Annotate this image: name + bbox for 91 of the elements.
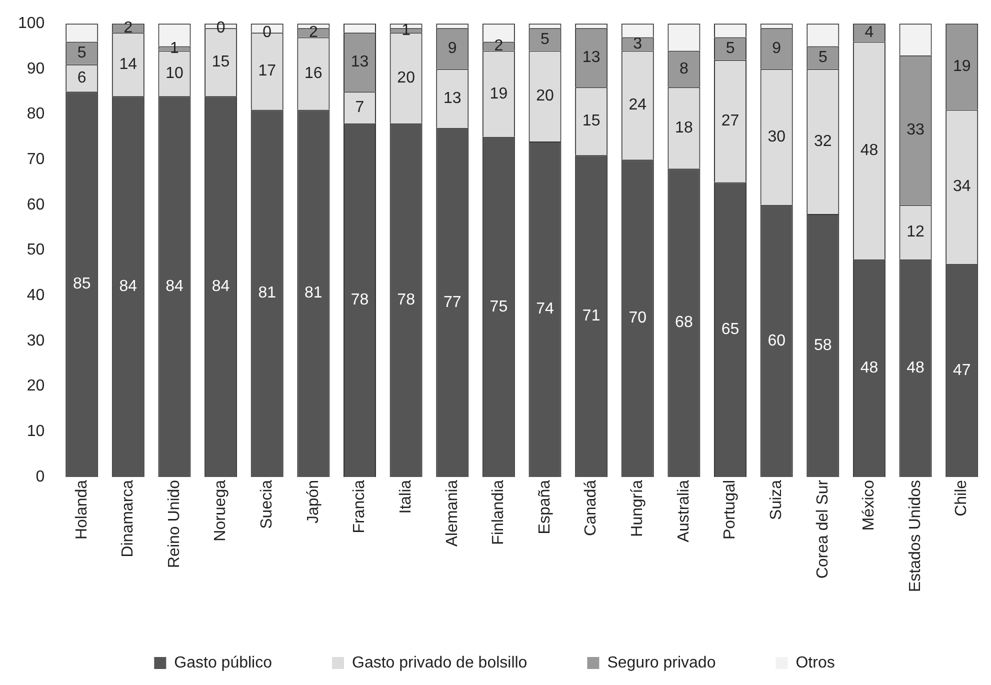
x-tick-label: Italia bbox=[397, 480, 414, 514]
data-label: 84 bbox=[119, 278, 138, 295]
data-label: 24 bbox=[628, 96, 647, 114]
data-label: 33 bbox=[906, 122, 925, 139]
y-tick-label: 60 bbox=[26, 196, 45, 214]
x-tick-label: México bbox=[860, 480, 878, 531]
x-tick-label: Noruega bbox=[212, 480, 230, 542]
data-label: 74 bbox=[536, 300, 554, 318]
x-tick-label: Reino Unido bbox=[166, 480, 183, 568]
data-label: 34 bbox=[952, 178, 971, 196]
y-tick-label: 80 bbox=[26, 106, 45, 123]
data-label: 47 bbox=[952, 362, 971, 379]
x-tick-label: España bbox=[536, 480, 554, 534]
data-label: 84 bbox=[212, 278, 230, 295]
data-label: 48 bbox=[860, 360, 878, 377]
data-label: 78 bbox=[397, 292, 416, 309]
data-label: 19 bbox=[490, 85, 508, 102]
x-tick-label: Francia bbox=[351, 480, 368, 534]
data-label: 9 bbox=[772, 40, 782, 57]
data-label: 5 bbox=[540, 30, 550, 48]
data-label: 27 bbox=[721, 112, 740, 130]
data-label: 32 bbox=[814, 132, 832, 150]
data-label: 75 bbox=[490, 298, 508, 316]
data-label: 5 bbox=[818, 49, 828, 66]
legend-label: Gasto público bbox=[174, 654, 272, 672]
data-label: 5 bbox=[77, 44, 86, 62]
data-label: 65 bbox=[721, 321, 740, 338]
data-label: 71 bbox=[582, 307, 600, 324]
data-label: 13 bbox=[582, 49, 600, 66]
x-tick-label: Australia bbox=[675, 480, 692, 542]
y-tick-label: 100 bbox=[18, 15, 45, 32]
data-label: 77 bbox=[443, 294, 462, 311]
data-label: 6 bbox=[77, 69, 86, 86]
legend-label: Gasto privado de bolsillo bbox=[352, 654, 528, 672]
data-label: 14 bbox=[119, 56, 138, 73]
data-label: 48 bbox=[906, 360, 925, 377]
legend-label: Seguro privado bbox=[607, 654, 716, 672]
data-label: 2 bbox=[124, 20, 133, 37]
data-label: 16 bbox=[304, 64, 322, 82]
data-label: 8 bbox=[680, 60, 688, 78]
x-tick-label: Dinamarca bbox=[120, 480, 137, 558]
x-tick-label: Alemania bbox=[444, 480, 461, 547]
data-label: 15 bbox=[582, 112, 600, 130]
data-label: 68 bbox=[675, 314, 693, 332]
data-label: 2 bbox=[308, 24, 318, 42]
y-tick-label: 10 bbox=[26, 423, 45, 440]
x-tick-label: Japón bbox=[304, 480, 322, 524]
x-tick-label: Holanda bbox=[73, 480, 90, 540]
y-tick-label: 90 bbox=[26, 60, 45, 78]
x-tick-label: Finlandia bbox=[490, 480, 508, 545]
data-label: 81 bbox=[258, 284, 276, 302]
data-label: 20 bbox=[397, 69, 416, 86]
legend-label: Otros bbox=[796, 654, 835, 672]
data-label: 13 bbox=[350, 54, 369, 71]
data-label: 19 bbox=[952, 58, 971, 76]
data-label: 9 bbox=[448, 40, 457, 57]
x-tick-label: Hungría bbox=[629, 480, 646, 537]
y-tick-label: 20 bbox=[26, 378, 45, 395]
data-label: 81 bbox=[304, 284, 322, 302]
data-label: 10 bbox=[166, 64, 184, 82]
data-label: 70 bbox=[628, 310, 647, 327]
data-label: 12 bbox=[906, 224, 925, 241]
data-label: 4 bbox=[864, 24, 874, 42]
data-label: 60 bbox=[768, 332, 786, 350]
data-label: 30 bbox=[768, 128, 786, 146]
data-label: 15 bbox=[212, 54, 230, 71]
y-tick-label: 70 bbox=[26, 151, 45, 168]
x-tick-label: Estados Unidos bbox=[906, 480, 924, 592]
data-label: 5 bbox=[726, 40, 735, 57]
data-label: 2 bbox=[494, 38, 504, 55]
x-tick-label: Suiza bbox=[768, 480, 785, 520]
data-label: 13 bbox=[443, 90, 462, 107]
x-tick-label: Suecia bbox=[258, 480, 276, 529]
y-tick-label: 40 bbox=[26, 287, 45, 304]
x-tick-label: Chile bbox=[953, 480, 970, 516]
data-label: 78 bbox=[350, 292, 369, 309]
x-tick-label: Portugal bbox=[722, 480, 739, 540]
data-label: 20 bbox=[536, 88, 554, 105]
data-label: 17 bbox=[258, 62, 276, 80]
y-tick-label: 0 bbox=[36, 468, 45, 486]
data-label: 84 bbox=[166, 278, 184, 295]
data-label: 7 bbox=[355, 98, 364, 116]
y-tick-label: 30 bbox=[26, 332, 45, 350]
data-label: 85 bbox=[72, 276, 91, 293]
data-label: 18 bbox=[675, 119, 693, 136]
x-tick-label: Corea del Sur bbox=[814, 479, 832, 579]
data-label: 3 bbox=[633, 35, 642, 52]
x-tick-label: Canadá bbox=[582, 480, 600, 536]
data-label: 58 bbox=[814, 336, 832, 354]
data-label: 48 bbox=[860, 142, 878, 159]
y-tick-label: 50 bbox=[26, 242, 45, 259]
